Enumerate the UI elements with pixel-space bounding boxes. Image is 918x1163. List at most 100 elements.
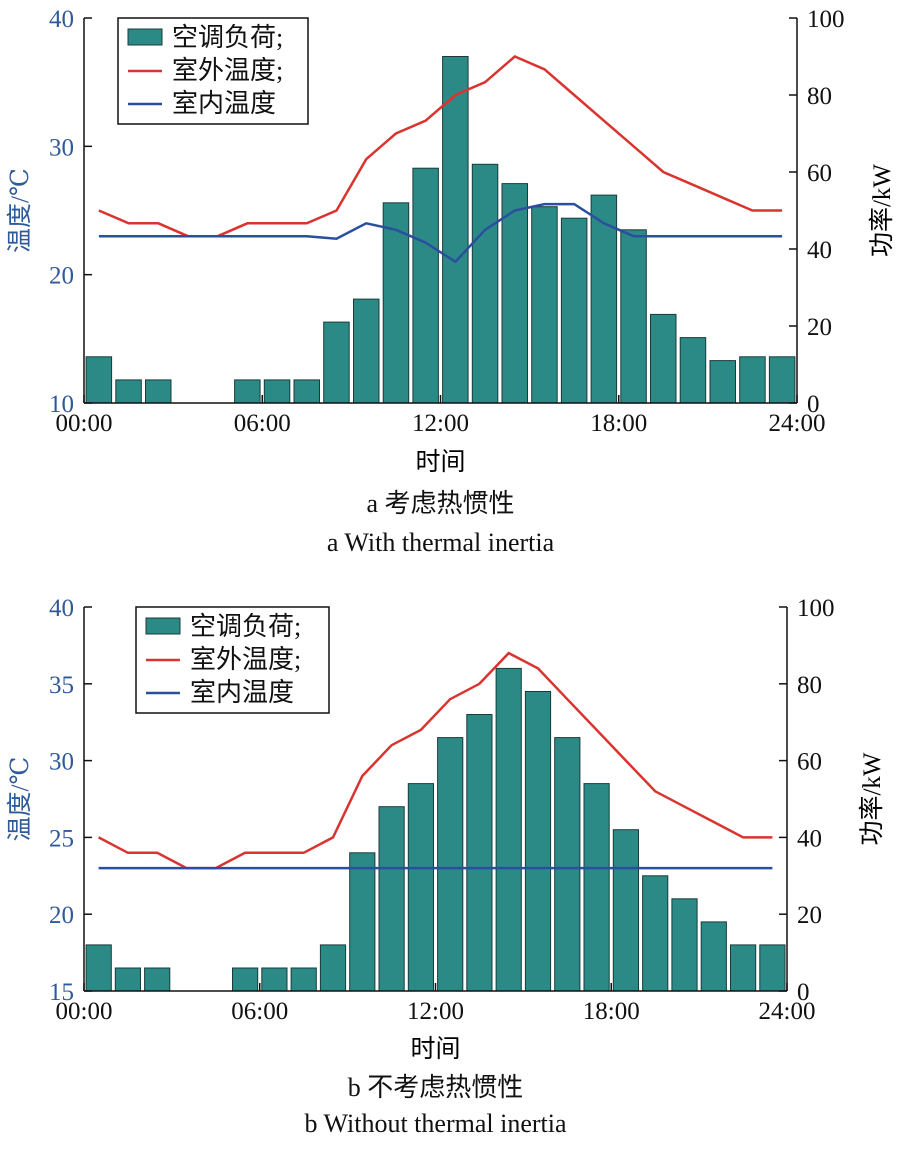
chart-a-legend: 空调负荷; 室外温度; 室内温度 bbox=[117, 17, 309, 125]
left-tick-label: 40 bbox=[49, 6, 74, 33]
load-bar bbox=[709, 360, 736, 404]
x-tick-label: 00:00 bbox=[56, 998, 113, 1025]
chart-a-x-axis-title: 时间 bbox=[415, 448, 465, 476]
load-bar bbox=[293, 379, 320, 404]
left-tick-label: 25 bbox=[49, 825, 74, 852]
right-tick-label: 20 bbox=[797, 902, 822, 929]
right-tick-label: 0 bbox=[797, 979, 810, 1006]
load-bar bbox=[554, 737, 581, 992]
x-tick-label: 12:00 bbox=[412, 410, 469, 437]
x-tick-label: 12:00 bbox=[407, 998, 464, 1025]
load-bar bbox=[590, 194, 618, 404]
load-bar bbox=[407, 783, 434, 992]
chart-b-bars bbox=[85, 667, 786, 992]
chart-a-caption-cn: a 考虑热惯性 bbox=[366, 489, 514, 518]
chart-a-legend-load: 空调负荷; bbox=[172, 23, 283, 52]
load-bar bbox=[412, 167, 439, 404]
load-bar bbox=[642, 875, 669, 992]
left-tick-label: 40 bbox=[49, 595, 74, 622]
load-bar bbox=[323, 321, 350, 404]
right-tick-label: 60 bbox=[797, 749, 822, 776]
right-tick-label: 80 bbox=[797, 672, 822, 699]
load-bar bbox=[759, 944, 786, 992]
left-tick-label: 20 bbox=[49, 902, 74, 929]
load-bar bbox=[114, 967, 142, 992]
load-bar bbox=[650, 313, 677, 404]
load-bar bbox=[442, 56, 469, 404]
load-bar bbox=[471, 163, 499, 404]
chart-a-right-axis-title: 功率/kW bbox=[868, 164, 896, 257]
chart-b-legend-outdoor: 室外温度; bbox=[190, 645, 301, 674]
chart-b-axes: 15 20 25 30 35 40 0 20 40 60 80 100 00:00 06:00 12:00 1… bbox=[49, 595, 835, 1025]
load-bar bbox=[501, 183, 528, 404]
x-tick-label: 24:00 bbox=[769, 410, 826, 437]
load-bar bbox=[620, 229, 647, 404]
load-bar bbox=[583, 783, 610, 992]
load-bar bbox=[234, 379, 261, 404]
chart-a-caption-en: a With thermal inertia bbox=[327, 528, 555, 557]
right-tick-label: 40 bbox=[797, 825, 822, 852]
load-bar bbox=[466, 714, 493, 992]
chart-b-legend: 空调负荷; 室外温度; 室内温度 bbox=[135, 606, 330, 714]
right-tick-label: 0 bbox=[807, 391, 820, 418]
load-bar bbox=[382, 202, 410, 404]
load-bar bbox=[739, 356, 766, 404]
chart-b: 15 20 25 30 35 40 0 20 40 60 80 100 00:00 06:00 12:00 1… bbox=[6, 595, 886, 1138]
chart-a-bars bbox=[85, 56, 796, 404]
right-tick-label: 80 bbox=[807, 83, 832, 110]
chart-b-left-axis-title: 温度/℃ bbox=[6, 757, 34, 842]
load-bar bbox=[319, 944, 347, 992]
load-bar bbox=[730, 944, 757, 992]
left-tick-label: 15 bbox=[49, 979, 74, 1006]
right-tick-label: 100 bbox=[807, 6, 845, 33]
chart-b-legend-bar-swatch bbox=[145, 617, 181, 635]
x-tick-label: 00:00 bbox=[56, 410, 113, 437]
x-tick-label: 18:00 bbox=[590, 410, 647, 437]
chart-a-legend-bar-swatch bbox=[127, 28, 163, 46]
load-bar bbox=[85, 944, 112, 992]
left-tick-label: 35 bbox=[49, 672, 74, 699]
chart-a-legend-indoor: 室内温度 bbox=[172, 89, 276, 118]
left-tick-label: 10 bbox=[49, 391, 74, 418]
load-bar bbox=[115, 379, 142, 404]
right-tick-label: 60 bbox=[807, 160, 832, 187]
load-bar bbox=[263, 379, 291, 404]
x-tick-label: 18:00 bbox=[583, 998, 640, 1025]
chart-b-right-axis-title: 功率/kW bbox=[858, 752, 886, 845]
load-bar bbox=[232, 967, 259, 992]
load-bar bbox=[679, 337, 707, 404]
left-tick-label: 30 bbox=[49, 134, 74, 161]
chart-a-left-axis-title: 温度/℃ bbox=[6, 168, 34, 253]
load-bar bbox=[349, 852, 376, 992]
load-bar bbox=[378, 806, 405, 992]
left-tick-label: 20 bbox=[49, 263, 74, 290]
right-tick-label: 40 bbox=[807, 237, 832, 264]
load-bar bbox=[144, 967, 171, 992]
chart-a-legend-outdoor: 室外温度; bbox=[172, 56, 283, 85]
chart-b-caption-en: b Without thermal inertia bbox=[304, 1109, 566, 1138]
x-tick-label: 24:00 bbox=[759, 998, 816, 1025]
chart-a: 10 20 30 40 0 20 40 60 80 100 00:00 06:00 12:00 18:00… bbox=[6, 6, 896, 557]
load-bar bbox=[261, 967, 288, 992]
load-bar bbox=[531, 206, 558, 404]
load-bar bbox=[145, 379, 172, 404]
load-bar bbox=[768, 356, 796, 404]
chart-b-caption-cn: b 不考虑热惯性 bbox=[348, 1073, 524, 1102]
right-tick-label: 100 bbox=[797, 595, 835, 622]
load-bar bbox=[290, 967, 317, 992]
load-bar bbox=[560, 217, 588, 404]
load-bar bbox=[700, 921, 727, 992]
load-bar bbox=[353, 298, 380, 404]
right-tick-label: 20 bbox=[807, 314, 832, 341]
chart-b-legend-indoor: 室内温度 bbox=[190, 678, 294, 707]
load-bar bbox=[612, 829, 639, 992]
chart-a-axes: 10 20 30 40 0 20 40 60 80 100 00:00 06:00 12:00 18:00… bbox=[49, 6, 845, 437]
x-tick-label: 06:00 bbox=[234, 410, 291, 437]
load-bar bbox=[437, 737, 464, 992]
x-tick-label: 06:00 bbox=[231, 998, 288, 1025]
left-tick-label: 30 bbox=[49, 749, 74, 776]
load-bar bbox=[85, 356, 113, 404]
load-bar bbox=[524, 691, 552, 992]
load-bar bbox=[671, 898, 698, 992]
